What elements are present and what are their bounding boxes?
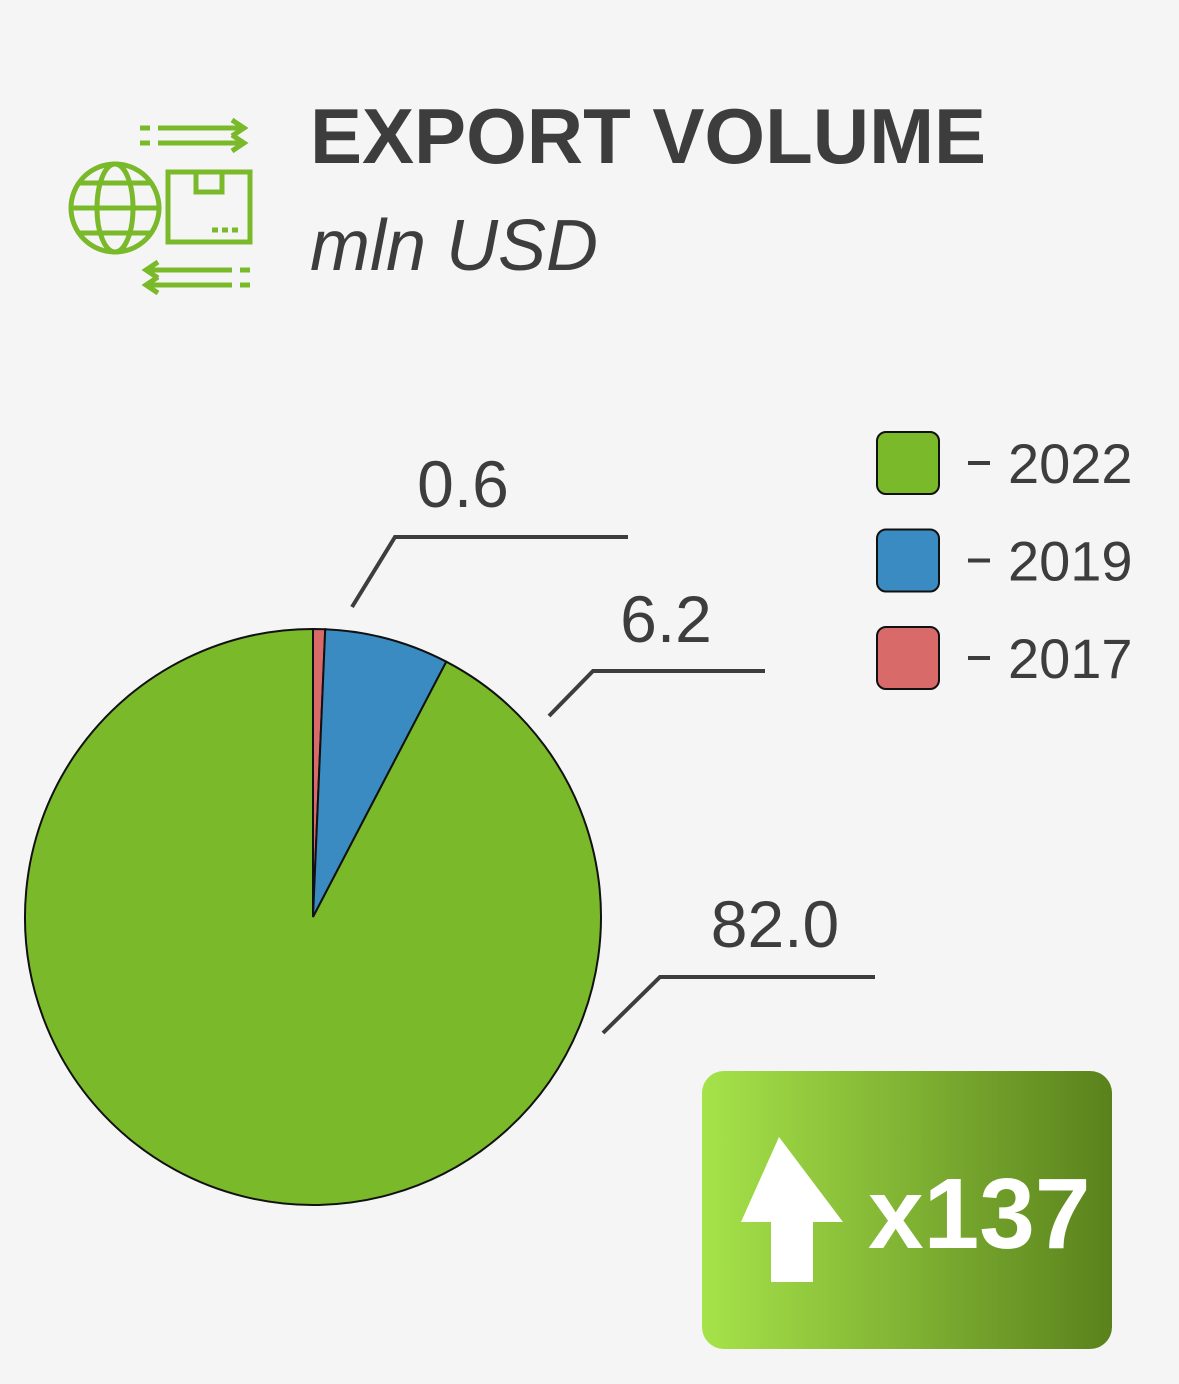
title: EXPORT VOLUME [310, 92, 986, 180]
value-label: 0.6 [417, 447, 509, 521]
value-label: 6.2 [620, 582, 712, 656]
leader-line [601, 975, 875, 1035]
badge-text: x137 [868, 1158, 1090, 1270]
pie-slice [24, 627, 602, 1206]
legend-swatch [876, 528, 940, 593]
legend-swatch [876, 626, 940, 690]
legend-label: 2017 [1008, 627, 1133, 690]
up-arrow [741, 1137, 843, 1282]
legend-label: 2022 [1008, 432, 1133, 495]
leader-line [547, 669, 765, 718]
value-label: 82.0 [711, 887, 839, 961]
subtitle: mln USD [310, 206, 598, 286]
legend-swatch [876, 431, 940, 495]
pie-slice [312, 628, 448, 918]
legend-label: 2019 [1008, 530, 1133, 593]
leader-line [350, 535, 628, 609]
export-icon [68, 117, 253, 296]
